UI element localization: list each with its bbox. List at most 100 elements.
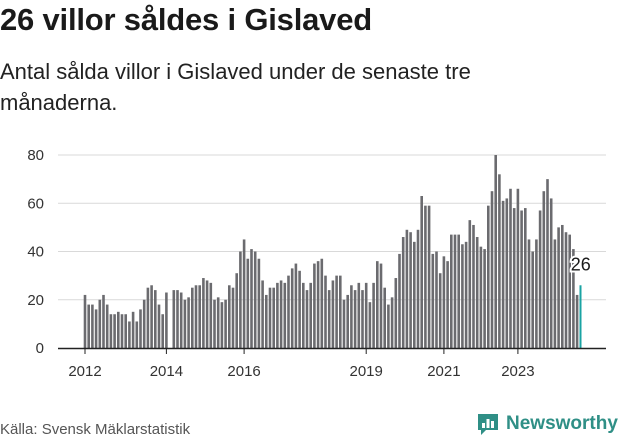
bar (265, 294, 268, 348)
bar (261, 280, 264, 348)
bar (512, 208, 516, 348)
x-tick-label: 2023 (501, 363, 534, 380)
chart-subtitle: Antal sålda villor i Gislaved under de s… (0, 59, 471, 115)
bar (235, 273, 238, 348)
bar (257, 258, 261, 348)
y-tick-label: 80 (27, 147, 44, 164)
bar (468, 220, 472, 348)
bar (546, 179, 549, 348)
bar (228, 285, 231, 348)
bar (102, 294, 105, 348)
bar (224, 299, 227, 348)
bar (246, 258, 250, 348)
bar (483, 249, 486, 348)
bar (357, 282, 361, 348)
bar (98, 299, 102, 348)
bar (549, 198, 553, 348)
bar (346, 294, 349, 348)
bar (557, 227, 560, 348)
bar (283, 282, 287, 348)
bar (146, 287, 150, 348)
bar (416, 229, 420, 348)
bar (154, 290, 157, 348)
bar (368, 302, 372, 348)
bar (376, 261, 379, 348)
bar (305, 290, 309, 348)
bar (276, 282, 279, 348)
bar (461, 244, 464, 348)
brand-name: Newsworthy (506, 413, 618, 434)
bar (498, 174, 501, 348)
bar (494, 155, 497, 348)
bar (383, 287, 386, 348)
bar (287, 275, 290, 348)
bar (409, 232, 412, 348)
x-tick-label: 2012 (68, 363, 101, 380)
bar-highlight (579, 285, 582, 348)
bar (431, 253, 435, 348)
y-tick-label: 0 (36, 340, 44, 357)
bar (161, 314, 164, 348)
bar (279, 280, 283, 348)
bar (139, 309, 142, 348)
bar (239, 251, 242, 348)
bar (179, 292, 183, 348)
bar (516, 188, 520, 348)
bar (424, 205, 427, 348)
bar (220, 302, 224, 348)
bar (387, 304, 390, 348)
bar (342, 299, 346, 348)
bar (313, 263, 316, 348)
bar (524, 208, 527, 348)
bar (331, 280, 335, 348)
bar (183, 299, 187, 348)
bar (290, 268, 294, 348)
bar (109, 314, 113, 348)
bar (250, 249, 253, 348)
bar (472, 224, 475, 348)
bar (394, 278, 398, 348)
bar (457, 234, 460, 348)
bar (390, 297, 394, 348)
bar (335, 275, 338, 348)
brand-logo[interactable]: Newsworthy (476, 410, 618, 438)
source-note: Källa: Svensk Mäklarstatistik (0, 421, 191, 438)
bar (450, 234, 453, 348)
x-tick-label: 2019 (350, 363, 383, 380)
bar (205, 280, 209, 348)
bar (453, 234, 457, 348)
bar (87, 304, 90, 348)
bar (564, 232, 568, 348)
bar (509, 188, 512, 348)
bar (191, 287, 194, 348)
bar (194, 285, 198, 348)
bar (320, 258, 324, 348)
bar (120, 314, 124, 348)
bar (353, 290, 357, 348)
bar (105, 304, 109, 348)
bar (94, 309, 98, 348)
bar (572, 249, 575, 348)
bar (294, 263, 298, 348)
bar (216, 297, 220, 348)
bar (91, 304, 94, 348)
y-tick-label: 20 (27, 292, 44, 309)
x-tick-label: 2014 (150, 363, 183, 380)
y-tick-label: 60 (27, 195, 44, 212)
highlight-value-label: 26 (571, 254, 591, 274)
bar (327, 290, 331, 348)
bar (464, 241, 468, 348)
bar (209, 282, 213, 348)
bar (501, 200, 505, 348)
bar (401, 237, 405, 348)
bar (298, 270, 301, 348)
bar (553, 239, 557, 348)
newsworthy-logo-icon (478, 414, 498, 435)
bar (253, 251, 257, 348)
bar (231, 287, 235, 348)
bar (561, 224, 564, 348)
bar (157, 304, 161, 348)
bar (339, 275, 342, 348)
bar (405, 229, 409, 348)
bar (316, 261, 320, 348)
